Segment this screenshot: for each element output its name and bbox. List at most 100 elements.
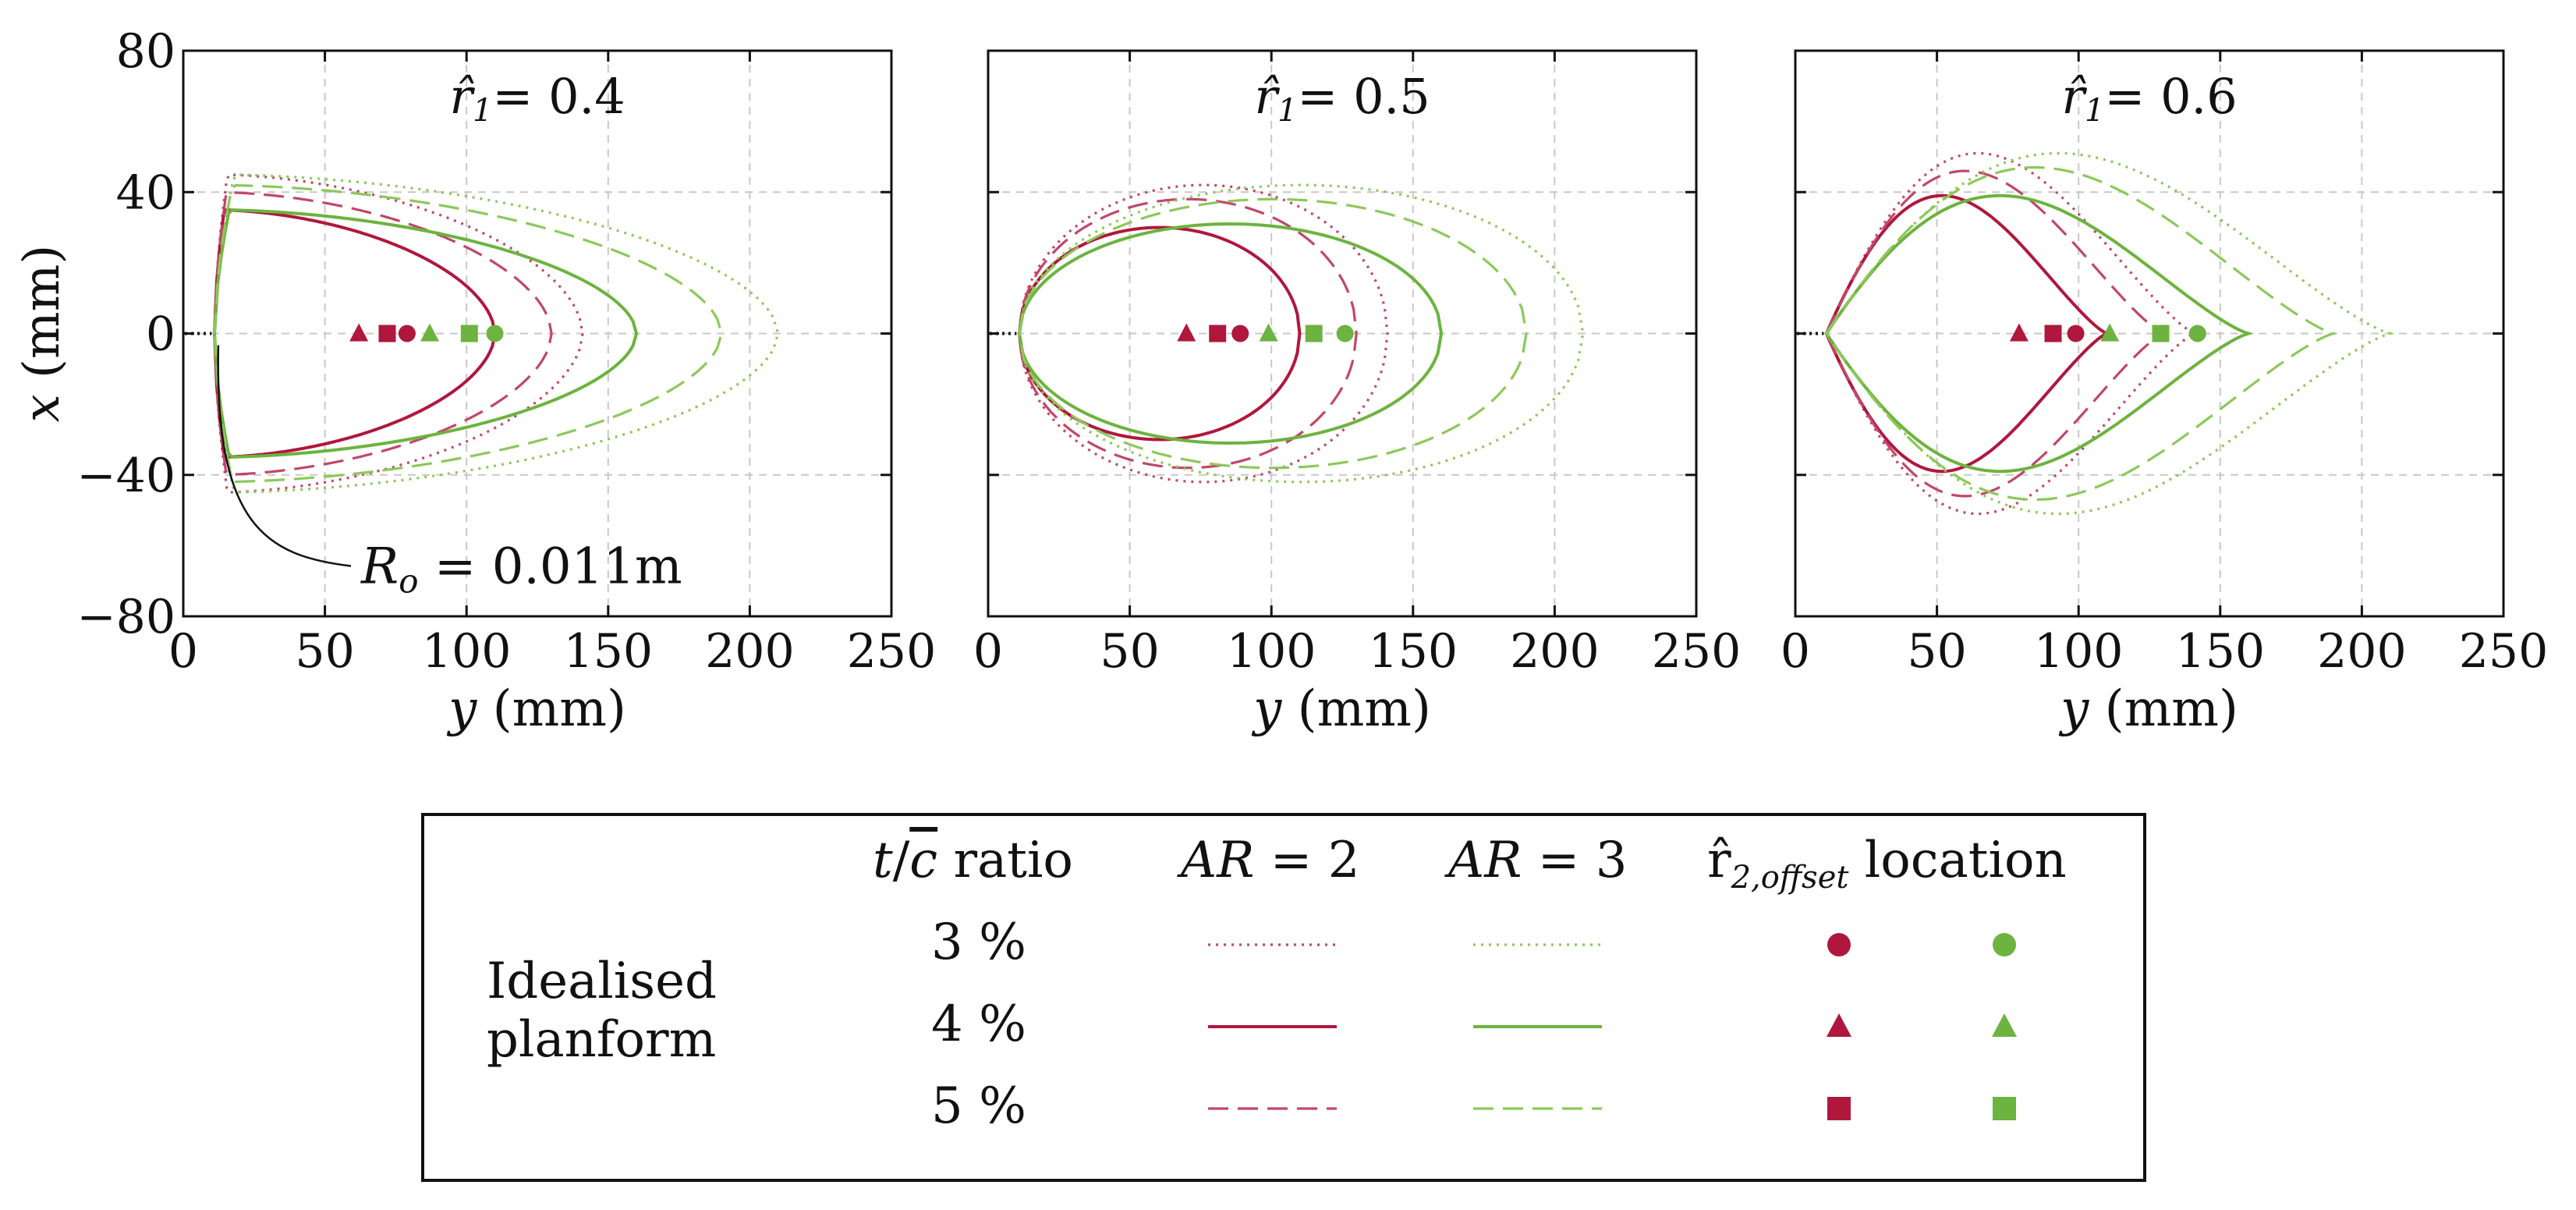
x-tick-label: 50	[295, 624, 354, 679]
legend-marker-circle-ar2	[1827, 933, 1851, 956]
marker-square	[1305, 325, 1323, 342]
legend-header-ar2-symbol: AR	[1181, 832, 1255, 889]
x-axis-label-unit: (mm)	[477, 680, 626, 738]
x-tick-label: 100	[422, 624, 512, 679]
panel-title-subscript: 1	[2085, 93, 2104, 129]
planform-curve-ar3-dashed	[1825, 165, 2338, 502]
legend-row-title-line1: Idealised	[487, 953, 717, 1010]
marker-triangle	[1259, 323, 1278, 342]
panel-left: 0 50 100 150 200 250 80 40 0 −40 −80 r̂1= 0.4 y (mm)…	[13, 24, 936, 738]
curves-middle	[1017, 183, 1585, 484]
y-tick-label: 80	[116, 24, 175, 79]
x-tick-label: 250	[1652, 624, 1742, 679]
grid-right	[1795, 51, 2503, 616]
marker-square	[2044, 325, 2062, 342]
grid-left	[183, 51, 891, 616]
legend-header-t: t	[873, 832, 893, 889]
panel-title-symbol: r̂	[449, 68, 475, 125]
marker-triangle	[2100, 323, 2120, 342]
x-tick-label: 200	[705, 624, 795, 679]
planform-curve-ar3-dashed	[1018, 197, 1528, 470]
x-tick-label: 50	[1907, 624, 1966, 679]
planform-curve-ar2-solid	[1017, 225, 1302, 442]
legend-header-r2-subscript: 2,offset	[1731, 859, 1849, 896]
ticks-left: 0 50 100 150 200 250 80 40 0 −40 −80	[76, 24, 936, 679]
ticks-middle: 0 50 100 150 200 250	[973, 49, 1742, 679]
legend-swatches	[1208, 933, 2017, 1120]
x-axis-label-var: y	[2058, 680, 2089, 738]
legend-row-5pct: 5 %	[931, 1077, 1026, 1135]
marker-square	[378, 325, 396, 342]
x-axis-label: y (mm)	[446, 680, 626, 738]
legend-header-location: r̂2,offset location	[1707, 832, 2067, 896]
y-tick-label: −80	[76, 590, 175, 644]
markers-right	[2009, 323, 2206, 342]
x-tick-label: 200	[2317, 624, 2407, 679]
markers-middle	[1177, 323, 1354, 342]
panel-title-value: = 0.6	[2104, 68, 2237, 125]
x-axis-label-var: y	[446, 680, 477, 738]
panel-title: r̂1= 0.4	[449, 68, 625, 129]
marker-square	[2152, 325, 2170, 342]
panel-title-value: = 0.5	[1297, 68, 1430, 125]
planform-curve-ar3-dashed	[213, 183, 723, 484]
planform-curve-ar3-dotted	[1018, 183, 1585, 484]
legend-marker-triangle-ar2	[1827, 1013, 1851, 1037]
panel-title: r̂1= 0.5	[1254, 68, 1430, 129]
annotation-value: = 0.011m	[418, 538, 682, 596]
y-tick-label: −40	[76, 449, 175, 503]
marker-circle	[2188, 325, 2206, 342]
panel-title: r̂1= 0.6	[2061, 68, 2237, 129]
legend-marker-square-ar2	[1827, 1097, 1851, 1120]
panel-title-subscript: 1	[473, 93, 492, 129]
legend-row-3pct: 3 %	[931, 914, 1026, 971]
y-tick-label: 40	[116, 165, 175, 220]
marker-square	[1209, 325, 1227, 342]
legend-header-r2-symbol: r̂	[1707, 832, 1731, 889]
x-tick-label: 100	[2034, 624, 2124, 679]
annotation-subscript: o	[399, 562, 418, 601]
x-tick-label: 0	[973, 624, 1003, 679]
legend-header-ar3-value: = 3	[1522, 832, 1628, 889]
y-axis-label-var: x	[13, 394, 71, 422]
y-tick-label: 0	[146, 307, 175, 362]
marker-triangle	[1177, 323, 1196, 342]
annotation-symbol: R	[360, 538, 399, 596]
marker-square	[460, 325, 478, 342]
x-tick-label: 0	[168, 624, 198, 679]
legend-marker-square-ar3	[1993, 1097, 2016, 1120]
x-tick-label: 250	[847, 624, 937, 679]
x-axis-label-unit: (mm)	[1281, 680, 1431, 738]
planform-curve-ar3-solid	[1824, 193, 2254, 474]
marker-circle	[486, 325, 504, 342]
x-tick-label: 250	[2459, 624, 2549, 679]
y-axis-label-unit: (mm)	[13, 245, 71, 395]
markers-left	[349, 323, 504, 342]
x-tick-label: 150	[564, 624, 654, 679]
panel-title-symbol: r̂	[1254, 68, 1280, 125]
legend-marker-circle-ar3	[1993, 933, 2016, 956]
planform-curve-ar3-dotted	[1825, 151, 2395, 516]
x-axis-label: y (mm)	[1251, 680, 1431, 738]
legend-row-title-line2: planform	[487, 1011, 717, 1069]
planform-curve-ar3-dotted	[213, 173, 780, 494]
ticks-right: 0 50 100 150 200 250	[1781, 49, 2549, 679]
legend-marker-triangle-ar3	[1992, 1013, 2017, 1037]
marker-triangle	[2009, 323, 2029, 342]
legend-header-ratio-word: ratio	[937, 832, 1073, 889]
x-tick-label: 200	[1510, 624, 1600, 679]
marker-triangle	[420, 323, 439, 342]
legend: t/c ratio AR = 2 AR = 3 r̂2,offset locat…	[421, 813, 2146, 1182]
legend-header-ar2-value: = 2	[1254, 832, 1360, 889]
annotation-leader-line	[217, 345, 352, 567]
planform-curve-ar2-dotted	[1825, 151, 2198, 516]
curves-left	[212, 173, 780, 494]
planform-curve-ar2-dotted	[1018, 183, 1389, 484]
x-tick-label: 50	[1100, 624, 1159, 679]
legend-header-tc-ratio: t/c ratio	[873, 832, 1073, 889]
planform-curve-ar3-solid	[212, 208, 639, 459]
legend-header-location-word: location	[1848, 832, 2067, 889]
legend-header-slash: /	[892, 832, 910, 889]
marker-circle	[1231, 325, 1249, 342]
x-axis-label-unit: (mm)	[2089, 680, 2238, 738]
